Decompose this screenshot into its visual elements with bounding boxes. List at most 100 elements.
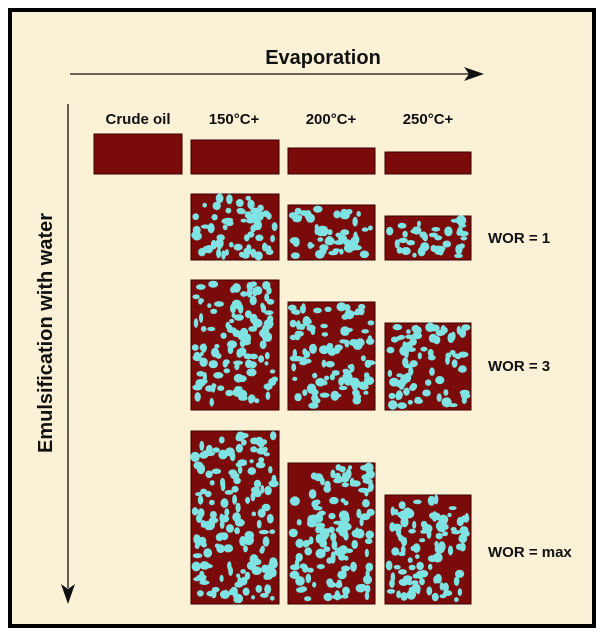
water-droplet — [412, 252, 417, 258]
diagram-frame — [8, 8, 596, 628]
water-droplet — [444, 226, 453, 237]
water-droplet — [312, 581, 317, 588]
water-droplet — [431, 592, 439, 602]
water-droplet — [199, 580, 210, 585]
water-droplet — [459, 526, 469, 535]
water-droplet — [443, 327, 448, 334]
water-droplet — [235, 502, 241, 513]
water-droplet — [289, 319, 297, 328]
water-droplet — [347, 465, 353, 470]
water-droplet — [248, 394, 256, 403]
water-droplet — [412, 332, 423, 340]
water-droplet — [417, 246, 426, 257]
water-droplet — [404, 372, 412, 383]
water-droplet — [191, 507, 199, 516]
water-droplet — [457, 366, 467, 373]
water-droplet — [302, 540, 308, 548]
water-droplet — [246, 561, 257, 571]
oil-slab-150c — [190, 139, 280, 175]
water-droplet — [288, 528, 298, 538]
water-droplet — [250, 486, 260, 494]
water-droplet — [360, 513, 371, 521]
water-droplet — [197, 495, 204, 505]
water-droplet — [352, 216, 358, 227]
water-droplet — [408, 528, 416, 534]
water-droplet — [315, 377, 326, 387]
water-droplet — [333, 240, 345, 245]
water-droplet — [459, 389, 470, 396]
water-droplet — [266, 298, 275, 305]
water-droplet — [461, 396, 467, 404]
water-droplet — [395, 379, 406, 388]
water-droplet — [338, 510, 350, 521]
water-droplet — [242, 332, 249, 343]
water-droplet — [223, 544, 234, 553]
water-droplet — [237, 459, 247, 464]
water-droplet — [409, 338, 417, 346]
water-droplet — [422, 233, 428, 242]
water-droplet — [227, 561, 232, 571]
oil-slab-250c — [384, 151, 472, 175]
water-droplet — [259, 340, 267, 350]
water-droplet — [341, 482, 349, 488]
water-droplet — [364, 584, 371, 594]
water-droplet — [406, 240, 416, 246]
water-droplet — [341, 593, 349, 599]
water-droplet — [316, 564, 325, 570]
water-droplet — [315, 548, 326, 559]
water-droplet — [453, 576, 460, 586]
water-droplet — [190, 451, 200, 462]
water-droplet — [191, 344, 199, 351]
water-droplet — [367, 335, 373, 343]
water-droplet — [392, 324, 402, 331]
water-droplet — [211, 468, 222, 475]
oil-slab-crude-oil — [93, 133, 183, 175]
water-droplet — [214, 344, 220, 349]
water-droplet — [225, 389, 234, 397]
water-droplet — [333, 520, 344, 525]
water-droplet — [261, 331, 272, 342]
water-droplet — [232, 494, 238, 505]
water-droplet — [404, 508, 415, 519]
water-droplet — [202, 202, 207, 208]
water-droplet — [193, 534, 199, 542]
water-droplet — [243, 353, 253, 360]
water-droplet — [315, 526, 321, 534]
water-droplet — [201, 450, 211, 457]
water-droplet — [313, 205, 323, 213]
water-droplet — [230, 303, 236, 314]
water-droplet — [311, 500, 319, 509]
water-droplet — [356, 508, 362, 519]
water-droplet — [294, 393, 302, 402]
water-droplet — [409, 589, 415, 595]
water-droplet — [251, 511, 257, 517]
water-droplet — [264, 361, 269, 366]
water-droplet — [233, 243, 243, 251]
water-droplet — [268, 466, 273, 474]
water-droplet — [360, 355, 366, 362]
water-droplet — [265, 249, 274, 255]
water-droplet — [207, 303, 212, 308]
water-droplet — [447, 512, 452, 518]
water-droplet — [425, 322, 435, 332]
water-droplet — [452, 353, 461, 358]
water-droplet — [403, 363, 414, 369]
water-droplet — [363, 376, 375, 385]
water-droplet — [309, 343, 317, 354]
water-droplet — [323, 592, 333, 602]
water-droplet — [411, 226, 422, 235]
water-droplet — [427, 354, 436, 361]
water-droplet — [246, 282, 254, 291]
water-droplet — [229, 318, 235, 324]
water-droplet — [419, 578, 425, 586]
evaporation-label: Evaporation — [265, 47, 381, 69]
water-droplet — [268, 378, 277, 386]
water-droplet — [460, 236, 468, 241]
water-droplet — [429, 367, 435, 376]
water-droplet — [400, 592, 408, 601]
water-droplet — [442, 582, 449, 593]
water-droplet — [427, 495, 436, 506]
water-droplet — [219, 520, 225, 529]
column-label-200c: 200°C+ — [306, 111, 357, 128]
water-droplet — [258, 529, 269, 535]
